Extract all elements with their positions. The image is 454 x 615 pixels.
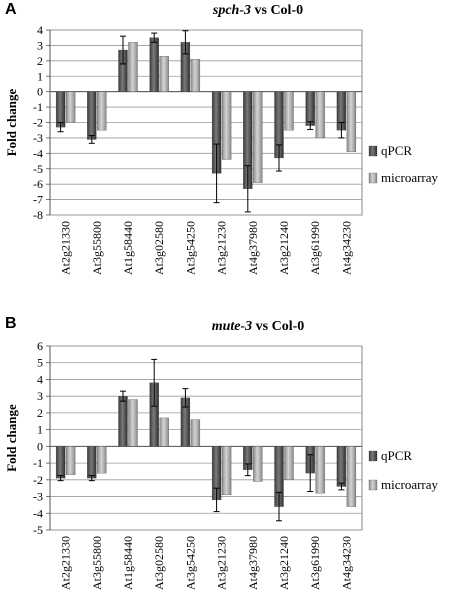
- x-category-label: At4g34230: [339, 536, 353, 590]
- plot-area: [49, 345, 363, 531]
- y-tick-label: -4: [33, 506, 43, 520]
- legend-swatch-microarray: [368, 479, 378, 491]
- x-category-label: At4g37980: [246, 221, 260, 275]
- legend-swatch-microarray: [368, 172, 378, 184]
- y-tick-label: -6: [33, 177, 43, 191]
- legend-swatch-qpcr: [368, 145, 378, 157]
- bar-microarray: [159, 56, 169, 92]
- y-tick-label: 4: [37, 372, 43, 386]
- y-tick-label: 0: [37, 85, 43, 99]
- bar-qpcr: [305, 91, 315, 126]
- y-tick-label: -3: [33, 490, 43, 504]
- legend-label-microarray: microarray: [381, 477, 439, 492]
- bar-microarray: [159, 417, 169, 447]
- chart-title-rest: vs Col-0: [251, 3, 303, 18]
- bar-microarray: [190, 59, 201, 92]
- y-tick-label: -2: [33, 116, 43, 130]
- bar-microarray: [315, 446, 325, 494]
- y-tick-label: -1: [33, 100, 43, 114]
- x-category-label: At3g61990: [308, 221, 322, 275]
- x-category-label: At3g54250: [183, 536, 197, 590]
- x-category-label: At3g21240: [277, 221, 291, 275]
- bar-microarray: [284, 446, 294, 480]
- y-tick-label: -2: [33, 473, 43, 487]
- bar-microarray: [97, 446, 107, 474]
- chart-title-rest: vs Col-0: [252, 319, 304, 334]
- y-tick-label: -4: [33, 146, 43, 160]
- chart-title: mute-3 vs Col-0: [212, 319, 305, 334]
- legend-swatch-qpcr: [368, 450, 378, 462]
- x-category-label: At4g37980: [246, 536, 260, 590]
- panel-letter: B: [5, 315, 17, 332]
- x-category-label: At2g21330: [59, 221, 73, 275]
- bar-qpcr: [87, 446, 97, 479]
- x-category-label: At3g02580: [152, 221, 166, 275]
- bar-microarray: [346, 91, 357, 152]
- legend-label-qpcr: qPCR: [381, 448, 412, 463]
- y-tick-label: -8: [33, 208, 43, 222]
- y-tick-label: 0: [37, 439, 43, 453]
- y-tick-label: 5: [37, 356, 43, 370]
- x-category-label: At3g21240: [277, 536, 291, 590]
- chart-title-genotype: spch-3: [212, 3, 251, 18]
- bar-qpcr: [55, 446, 66, 479]
- bar-microarray: [221, 446, 232, 496]
- y-tick-label: -3: [33, 131, 43, 145]
- x-category-label: At3g02580: [152, 536, 166, 590]
- x-category-label: At4g34230: [339, 221, 353, 275]
- x-category-label: At1g58440: [121, 221, 135, 275]
- bar-qpcr: [118, 396, 128, 447]
- y-tick-label: -7: [33, 193, 43, 207]
- bar-microarray: [65, 91, 76, 123]
- x-category-label: At3g21230: [215, 221, 229, 275]
- y-axis-label: Fold change: [4, 89, 19, 157]
- panel-letter: A: [5, 1, 17, 18]
- y-tick-label: 3: [37, 389, 43, 403]
- y-tick-label: -5: [33, 162, 43, 176]
- bar-microarray: [97, 91, 107, 131]
- bar-microarray: [315, 91, 325, 139]
- bar-qpcr: [55, 91, 66, 128]
- x-category-label: At3g55800: [90, 221, 104, 275]
- x-category-label: At1g58440: [121, 536, 135, 590]
- bar-microarray: [346, 446, 357, 507]
- legend-label-microarray: microarray: [381, 170, 439, 185]
- bar-microarray: [128, 399, 138, 447]
- x-category-label: At3g55800: [90, 536, 104, 590]
- x-category-label: At3g21230: [215, 536, 229, 590]
- bar-qpcr: [149, 37, 159, 92]
- chart-title: spch-3 vs Col-0: [212, 3, 303, 18]
- bar-microarray: [253, 91, 263, 183]
- y-tick-label: 2: [37, 54, 43, 68]
- y-tick-label: 4: [37, 23, 43, 37]
- y-tick-label: 1: [37, 423, 43, 437]
- bar-microarray: [284, 91, 294, 131]
- legend-label-qpcr: qPCR: [381, 143, 412, 158]
- bar-microarray: [128, 42, 138, 92]
- bar-microarray: [221, 91, 232, 160]
- x-category-label: At3g61990: [308, 536, 322, 590]
- x-category-label: At2g21330: [59, 536, 73, 590]
- y-tick-label: -5: [33, 523, 43, 537]
- bar-qpcr: [87, 91, 97, 140]
- chart-title-genotype: mute-3: [212, 319, 252, 334]
- bar-microarray: [65, 446, 76, 475]
- bar-microarray: [253, 446, 263, 482]
- y-tick-label: 1: [37, 69, 43, 83]
- y-tick-label: 2: [37, 406, 43, 420]
- y-tick-label: 6: [37, 339, 43, 353]
- y-tick-label: -1: [33, 456, 43, 470]
- x-category-label: At3g54250: [183, 221, 197, 275]
- y-tick-label: 3: [37, 38, 43, 52]
- bar-qpcr: [336, 446, 347, 487]
- y-axis-label: Fold change: [4, 404, 19, 472]
- bar-microarray: [190, 419, 201, 447]
